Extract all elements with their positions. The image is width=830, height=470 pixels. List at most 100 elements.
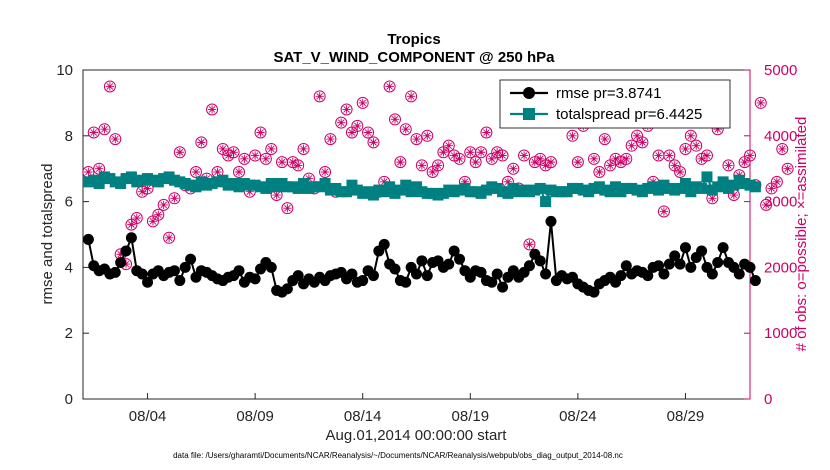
rmse-point — [717, 242, 729, 254]
assimilated-obs-cross — [132, 213, 141, 223]
rmse-point — [749, 275, 761, 287]
assimilated-obs-cross — [406, 92, 416, 101]
assimilated-obs-cross — [89, 128, 98, 137]
possible-obs-point — [442, 139, 455, 152]
possible-obs-circle — [103, 80, 116, 93]
possible-obs-circle — [674, 165, 687, 178]
possible-obs-point — [518, 149, 531, 162]
assimilated-obs-cross — [670, 161, 679, 170]
possible-obs-point — [276, 156, 289, 169]
rmse-point — [378, 238, 390, 250]
possible-obs-point — [297, 142, 310, 155]
y-right-tick-label: 0 — [764, 391, 772, 408]
possible-obs-point — [496, 149, 509, 162]
assimilated-obs-cross — [482, 128, 491, 137]
rmse-point — [346, 268, 358, 280]
assimilated-obs-cross — [503, 177, 513, 187]
possible-obs-circle — [383, 80, 396, 93]
rmse-point — [653, 260, 665, 272]
possible-obs-point — [356, 96, 369, 109]
possible-obs-circle — [98, 123, 111, 136]
totalspread-point — [93, 178, 105, 190]
legend: rmse pr=3.8741 totalspread pr=6.4425 — [499, 79, 731, 129]
possible-obs-point — [770, 175, 783, 188]
possible-obs-point — [593, 165, 606, 178]
assimilated-obs-cross — [336, 118, 346, 127]
possible-obs-point — [216, 142, 229, 155]
assimilated-obs-cross — [164, 233, 174, 242]
assimilated-obs-cross — [659, 207, 669, 216]
totalspread-point — [384, 181, 396, 193]
assimilated-obs-cross — [191, 167, 201, 177]
rmse-point — [733, 268, 745, 280]
totalspread-point — [679, 178, 691, 190]
possible-obs-circle — [249, 149, 262, 162]
possible-obs-point — [469, 156, 482, 169]
y-tick-label: 2 — [65, 325, 73, 342]
possible-obs-circle — [700, 149, 713, 162]
possible-obs-point — [544, 156, 557, 169]
possible-obs-circle — [297, 142, 310, 155]
assimilated-obs-cross — [509, 164, 518, 173]
assimilated-obs-cross — [320, 167, 330, 177]
possible-obs-point — [292, 159, 305, 172]
possible-obs-point — [189, 165, 202, 178]
possible-obs-point — [319, 165, 332, 178]
rmse-point — [443, 258, 455, 270]
assimilated-obs-cross — [756, 98, 765, 108]
possible-obs-point — [657, 205, 670, 218]
x-tick-label: 08/24 — [559, 408, 597, 425]
y-axis-left: 0 2 4 6 8 10 — [56, 62, 89, 408]
assimilated-obs-cross — [121, 259, 131, 269]
assimilated-obs-cross — [261, 154, 271, 164]
rmse-point — [281, 283, 293, 295]
possible-obs-point — [674, 165, 687, 178]
possible-obs-point — [227, 146, 240, 159]
assimilated-obs-cross — [568, 131, 577, 140]
possible-obs-circle — [351, 119, 364, 132]
possible-obs-point — [340, 103, 353, 116]
assimilated-obs-cross — [476, 148, 486, 157]
rmse-point — [249, 273, 261, 285]
assimilated-obs-cross — [681, 144, 690, 154]
assimilated-obs-cross — [358, 98, 367, 108]
possible-obs-point — [125, 218, 138, 231]
possible-obs-point — [383, 80, 396, 93]
assimilated-obs-cross — [778, 144, 787, 154]
assimilated-obs-cross — [353, 121, 362, 131]
possible-obs-point — [464, 146, 477, 159]
assimilated-obs-cross — [116, 250, 125, 259]
rmse-point — [265, 261, 277, 273]
possible-obs-point — [663, 149, 676, 162]
assimilated-obs-cross — [100, 125, 109, 134]
possible-obs-point — [722, 159, 735, 172]
totalspread-point — [319, 178, 331, 190]
rmse-series — [82, 215, 761, 298]
rmse-point — [706, 268, 718, 280]
totalspread-point — [534, 182, 546, 194]
totalspread-point — [341, 186, 353, 198]
rmse-point — [491, 268, 503, 280]
possible-obs-circle — [469, 156, 482, 169]
possible-obs-point — [781, 162, 794, 175]
possible-obs-circle — [663, 149, 676, 162]
assimilated-obs-cross — [369, 138, 378, 147]
assimilated-obs-cross — [229, 148, 238, 157]
assimilated-obs-cross — [686, 131, 696, 140]
possible-obs-point — [410, 133, 423, 146]
possible-obs-circle — [254, 126, 267, 139]
possible-obs-circle — [453, 152, 466, 165]
possible-obs-circle — [442, 139, 455, 152]
legend-rmse-label: rmse pr=3.8741 — [556, 85, 661, 102]
assimilated-obs-cross — [207, 105, 217, 114]
assimilated-obs-cross — [396, 157, 405, 167]
rmse-point — [174, 275, 186, 287]
assimilated-obs-cross — [444, 141, 453, 150]
assimilated-obs-cross — [702, 151, 712, 160]
possible-obs-point — [421, 129, 434, 142]
assimilated-obs-cross — [449, 151, 459, 160]
possible-obs-circle — [399, 123, 412, 136]
possible-obs-point — [588, 152, 601, 165]
possible-obs-circle — [394, 156, 407, 169]
assimilated-obs-cross — [761, 200, 771, 210]
